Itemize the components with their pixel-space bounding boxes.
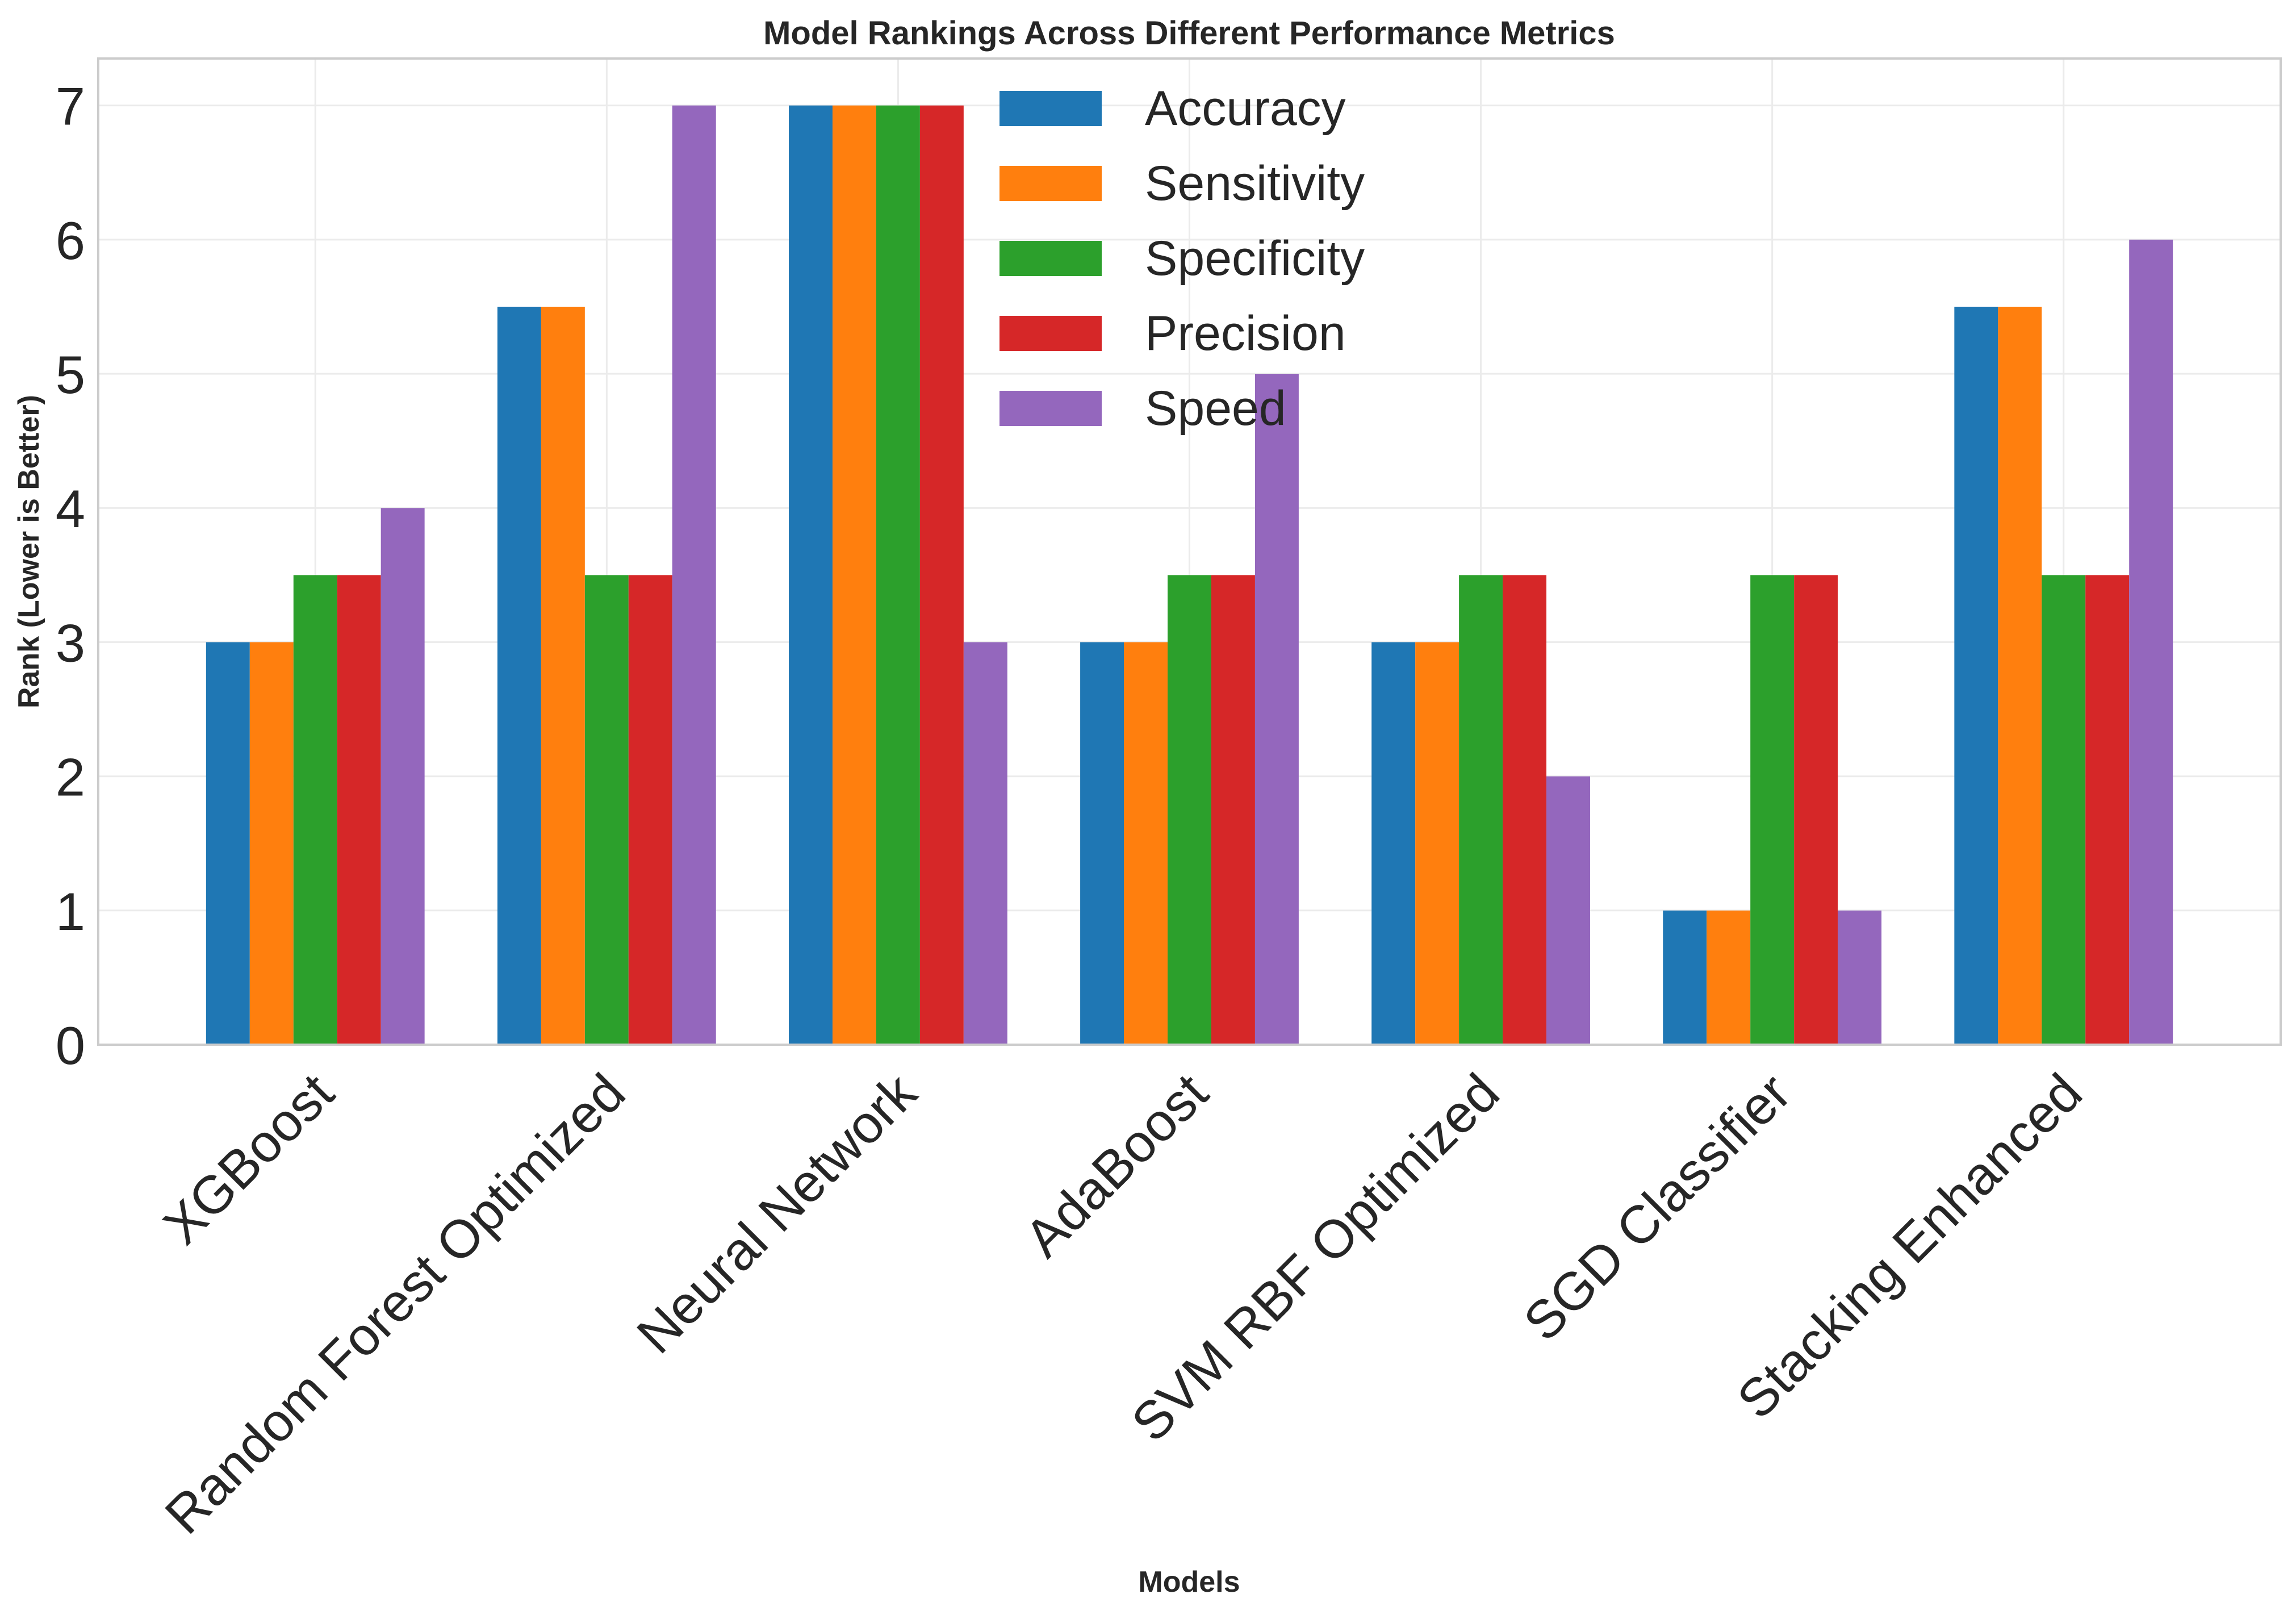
bar-sensitivity-5 [1415, 642, 1459, 1045]
y-tick-label: 0 [56, 1016, 85, 1075]
bar-speed-6 [1838, 910, 1882, 1045]
legend-label-speed: Speed [1145, 381, 1286, 436]
bar-accuracy-7 [1954, 306, 1998, 1045]
bar-speed-7 [2129, 239, 2173, 1045]
plot-frame [97, 57, 2282, 1046]
bar-speed-5 [1546, 776, 1590, 1045]
bar-precision-5 [1503, 575, 1547, 1045]
bar-accuracy-5 [1371, 642, 1416, 1045]
y-axis-ticks: 0 1 2 3 4 5 6 7 [56, 77, 85, 1075]
bar-sensitivity-3 [832, 105, 876, 1045]
y-axis-label: Rank (Lower is Better) [12, 395, 45, 708]
bar-precision-4 [1211, 575, 1255, 1045]
legend-label-precision: Precision [1145, 306, 1346, 361]
chart-title: Model Rankings Across Different Performa… [763, 15, 1615, 52]
legend-swatch-precision [999, 316, 1102, 351]
legend-swatch-specificity [999, 241, 1102, 276]
y-tick-label: 6 [56, 211, 85, 270]
bar-speed-3 [963, 642, 1007, 1045]
bar-accuracy-1 [206, 642, 250, 1045]
bar-accuracy-6 [1663, 910, 1707, 1045]
bar-sensitivity-1 [249, 642, 294, 1045]
bar-sensitivity-2 [541, 306, 585, 1045]
y-tick-label: 5 [56, 345, 85, 404]
bar-accuracy-4 [1080, 642, 1124, 1045]
y-tick-label: 3 [56, 613, 85, 673]
bar-precision-1 [337, 575, 381, 1045]
bar-speed-4 [1254, 374, 1299, 1045]
bar-precision-3 [919, 105, 964, 1045]
y-tick-label: 7 [56, 77, 85, 136]
bar-specificity-6 [1750, 575, 1795, 1045]
bar-precision-6 [1794, 575, 1838, 1045]
bar-sensitivity-7 [1998, 306, 2042, 1045]
legend-label-specificity: Specificity [1145, 231, 1365, 286]
legend-swatch-sensitivity [999, 166, 1102, 201]
legend-label-sensitivity: Sensitivity [1145, 156, 1365, 211]
y-tick-label: 4 [56, 479, 85, 539]
bar-precision-7 [2085, 575, 2130, 1045]
bar-accuracy-2 [497, 306, 541, 1045]
legend-label-accuracy: Accuracy [1145, 81, 1346, 136]
bar-speed-2 [672, 105, 716, 1045]
bar-specificity-2 [584, 575, 629, 1045]
bar-specificity-3 [876, 105, 920, 1045]
bar-specificity-7 [2042, 575, 2086, 1045]
bar-accuracy-3 [789, 105, 833, 1045]
y-tick-label: 1 [56, 882, 85, 941]
bar-specificity-5 [1459, 575, 1503, 1045]
y-tick-label: 2 [56, 748, 85, 807]
bar-speed-1 [380, 508, 425, 1045]
legend-swatch-speed [999, 391, 1102, 426]
bar-specificity-1 [293, 575, 337, 1045]
legend-swatch-accuracy [999, 91, 1102, 126]
legend: Accuracy Sensitivity Specificity Precision S… [999, 81, 1365, 436]
x-axis-label: Models [1138, 1566, 1240, 1599]
bar-sensitivity-4 [1124, 642, 1168, 1045]
bar-specificity-4 [1168, 575, 1211, 1045]
bar-precision-2 [628, 575, 672, 1045]
bars [206, 105, 2173, 1045]
bar-sensitivity-6 [1707, 910, 1751, 1045]
